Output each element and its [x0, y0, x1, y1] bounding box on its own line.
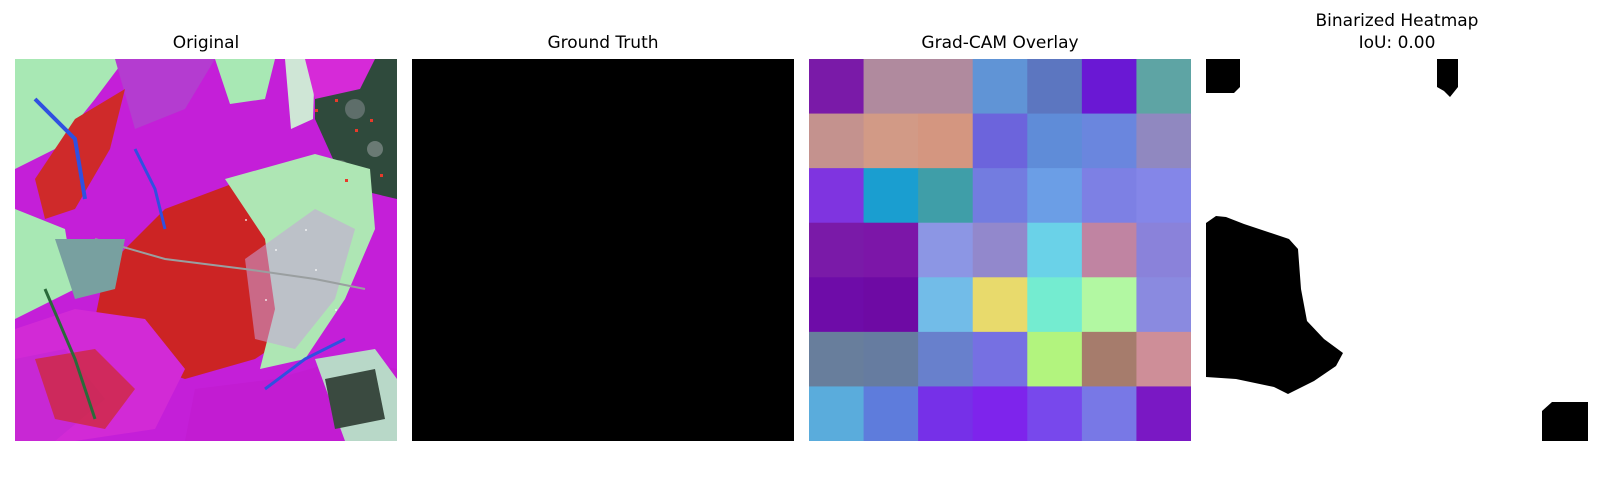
- gradcam-cell: [1081, 59, 1137, 115]
- gradcam-cell: [1136, 113, 1191, 169]
- gradcam-cell: [1027, 386, 1083, 441]
- gradcam-cell: [1027, 331, 1083, 387]
- iou-label: IoU: 0.00: [1358, 33, 1436, 53]
- gradcam-cell: [863, 168, 919, 224]
- gradcam-cell: [809, 222, 865, 278]
- panel-title-ground-truth: Ground Truth: [547, 33, 659, 53]
- gradcam-cell: [972, 277, 1028, 333]
- panel-title-binarized: Binarized Heatmap: [1315, 11, 1479, 31]
- gradcam-cell: [1027, 168, 1083, 224]
- blob-top-left: [1206, 59, 1240, 93]
- panel-title-gradcam: Grad-CAM Overlay: [921, 33, 1079, 53]
- blob-bottom-right: [1542, 402, 1588, 441]
- gradcam-cell: [863, 277, 919, 333]
- gradcam-cell: [1027, 277, 1083, 333]
- gradcam-cell: [863, 222, 919, 278]
- ground-truth-mask: [412, 59, 794, 441]
- gradcam-cell: [972, 222, 1028, 278]
- gradcam-cell: [809, 386, 865, 441]
- gradcam-cell: [809, 277, 865, 333]
- gradcam-cell: [863, 59, 919, 115]
- gradcam-cell: [972, 168, 1028, 224]
- gradcam-cell: [918, 386, 974, 441]
- binarized-heatmap: [1206, 59, 1588, 441]
- gradcam-cell: [918, 59, 974, 115]
- gradcam-cell: [1027, 222, 1083, 278]
- gradcam-cell: [972, 59, 1028, 115]
- gradcam-cell: [809, 113, 865, 169]
- blob-left: [1206, 216, 1343, 394]
- original-image: [15, 59, 397, 441]
- gradcam-cell: [863, 386, 919, 441]
- gradcam-cell: [918, 113, 974, 169]
- gradcam-cell: [1136, 277, 1191, 333]
- gradcam-overlay: [809, 59, 1191, 441]
- gradcam-cell: [863, 113, 919, 169]
- gradcam-cell: [918, 331, 974, 387]
- gradcam-cell: [1081, 386, 1137, 441]
- blob-top-right: [1437, 59, 1458, 97]
- gradcam-cell: [809, 59, 865, 115]
- gradcam-cell: [918, 168, 974, 224]
- gradcam-cell: [1136, 59, 1191, 115]
- gradcam-cell: [1136, 386, 1191, 441]
- gradcam-cell: [1136, 168, 1191, 224]
- gradcam-cell: [972, 113, 1028, 169]
- gradcam-cell: [972, 331, 1028, 387]
- gradcam-cell: [1027, 59, 1083, 115]
- gradcam-cell: [1027, 113, 1083, 169]
- panel-title-original: Original: [172, 33, 240, 53]
- gradcam-cell: [1136, 222, 1191, 278]
- gradcam-cell: [1081, 113, 1137, 169]
- gradcam-cell: [1081, 277, 1137, 333]
- gradcam-cell: [1081, 331, 1137, 387]
- gradcam-cell: [809, 331, 865, 387]
- gradcam-cell: [972, 386, 1028, 441]
- gradcam-cell: [809, 168, 865, 224]
- gradcam-cell: [1081, 222, 1137, 278]
- gradcam-cell: [1136, 331, 1191, 387]
- gradcam-cell: [918, 222, 974, 278]
- gradcam-cell: [918, 277, 974, 333]
- gradcam-cell: [1081, 168, 1137, 224]
- gradcam-cell: [863, 331, 919, 387]
